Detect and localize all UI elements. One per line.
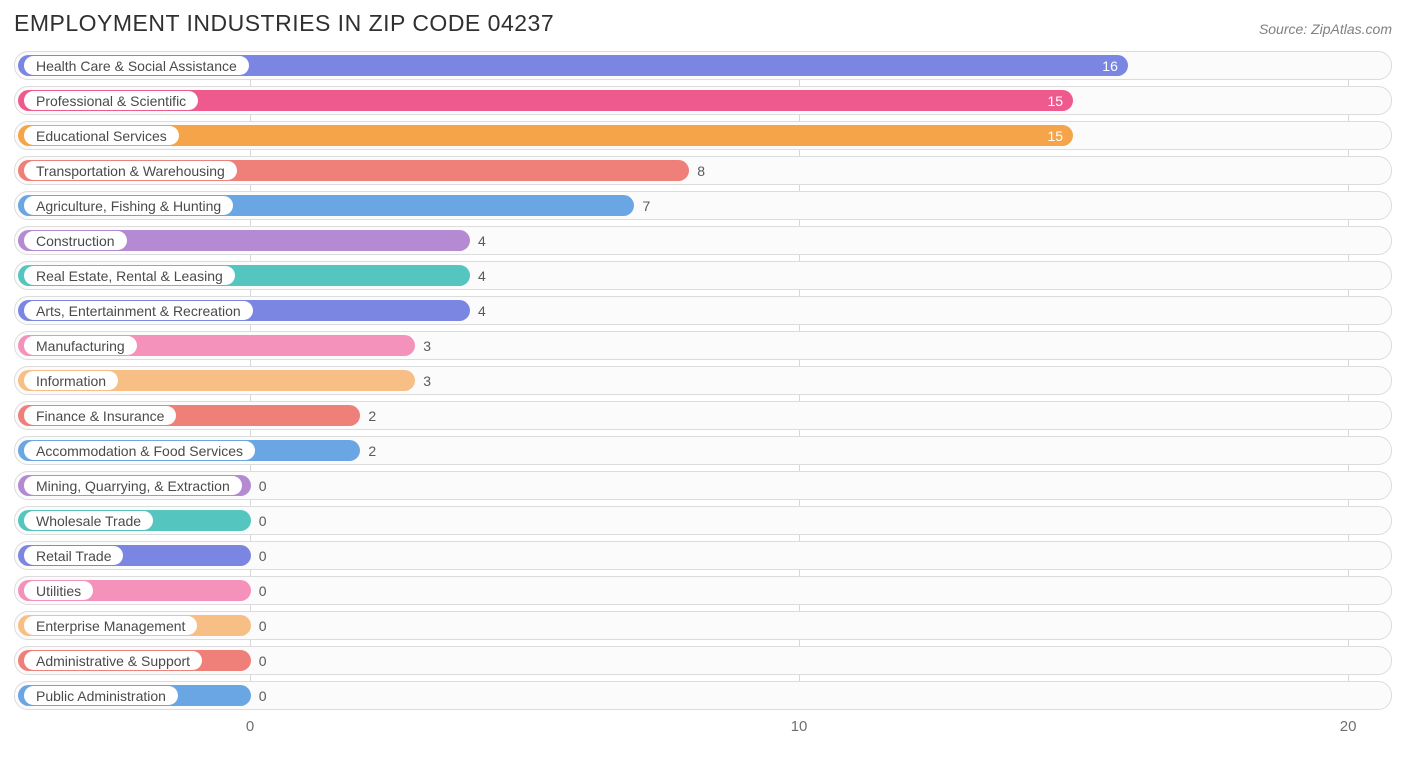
bar-row: Transportation & Warehousing 8 <box>14 156 1392 185</box>
x-axis: 0 10 20 <box>14 716 1392 740</box>
bar-category-label: Transportation & Warehousing <box>24 161 237 180</box>
bar-value-label: 4 <box>478 233 486 249</box>
bar-category-label: Manufacturing <box>24 336 137 355</box>
bar-category-label: Construction <box>24 231 127 250</box>
bar-value-label: 3 <box>423 373 431 389</box>
bar-value-label: 2 <box>368 408 376 424</box>
bar-row: Real Estate, Rental & Leasing 4 <box>14 261 1392 290</box>
bar-value-label: 0 <box>259 653 267 669</box>
bar-value-label: 16 <box>1102 58 1118 74</box>
bar-category-label: Administrative & Support <box>24 651 202 670</box>
bar-value-label: 0 <box>259 688 267 704</box>
bar-value-label: 0 <box>259 513 267 529</box>
bar-row: Arts, Entertainment & Recreation 4 <box>14 296 1392 325</box>
bar-row: 15 Educational Services <box>14 121 1392 150</box>
bar-row: Accommodation & Food Services 2 <box>14 436 1392 465</box>
bar-row: Public Administration 0 <box>14 681 1392 710</box>
bar-category-label: Health Care & Social Assistance <box>24 56 249 75</box>
bar-value-label: 15 <box>1047 93 1063 109</box>
bar-value-label: 4 <box>478 268 486 284</box>
bar-value-label: 2 <box>368 443 376 459</box>
bar-category-label: Professional & Scientific <box>24 91 198 110</box>
bar-category-label: Mining, Quarrying, & Extraction <box>24 476 242 495</box>
bar-row: 16 Health Care & Social Assistance <box>14 51 1392 80</box>
bar-category-label: Enterprise Management <box>24 616 197 635</box>
bar-category-label: Educational Services <box>24 126 179 145</box>
bar-value-label: 3 <box>423 338 431 354</box>
bar-value-label: 0 <box>259 548 267 564</box>
bar-category-label: Retail Trade <box>24 546 123 565</box>
x-tick-label: 0 <box>246 718 254 735</box>
chart-header: EMPLOYMENT INDUSTRIES IN ZIP CODE 04237 … <box>14 10 1392 37</box>
bar-value-label: 0 <box>259 478 267 494</box>
bar-value-label: 0 <box>259 583 267 599</box>
bar-value-label: 0 <box>259 618 267 634</box>
bar-row: Mining, Quarrying, & Extraction 0 <box>14 471 1392 500</box>
bar-value-label: 7 <box>642 198 650 214</box>
chart-container: EMPLOYMENT INDUSTRIES IN ZIP CODE 04237 … <box>0 0 1406 770</box>
plot-area: 16 Health Care & Social Assistance 15 Profe… <box>14 51 1392 740</box>
chart-title: EMPLOYMENT INDUSTRIES IN ZIP CODE 04237 <box>14 10 554 37</box>
bar-row: Utilities 0 <box>14 576 1392 605</box>
bar-category-label: Accommodation & Food Services <box>24 441 255 460</box>
bar-row: 15 Professional & Scientific <box>14 86 1392 115</box>
bar-category-label: Information <box>24 371 118 390</box>
bar-category-label: Finance & Insurance <box>24 406 176 425</box>
chart-source: Source: ZipAtlas.com <box>1259 21 1392 37</box>
bar-category-label: Public Administration <box>24 686 178 705</box>
bar-rows: 16 Health Care & Social Assistance 15 Profe… <box>14 51 1392 710</box>
bar-row: Information 3 <box>14 366 1392 395</box>
x-tick-label: 20 <box>1340 718 1357 735</box>
bar-row: Manufacturing 3 <box>14 331 1392 360</box>
bar-value-label: 15 <box>1047 128 1063 144</box>
bar-row: Administrative & Support 0 <box>14 646 1392 675</box>
bar-category-label: Real Estate, Rental & Leasing <box>24 266 235 285</box>
bar-row: Agriculture, Fishing & Hunting 7 <box>14 191 1392 220</box>
bar-value-label: 4 <box>478 303 486 319</box>
bar-row: Wholesale Trade 0 <box>14 506 1392 535</box>
bar-category-label: Agriculture, Fishing & Hunting <box>24 196 233 215</box>
bar-category-label: Wholesale Trade <box>24 511 153 530</box>
bar-category-label: Arts, Entertainment & Recreation <box>24 301 253 320</box>
x-tick-label: 10 <box>791 718 808 735</box>
bar-row: Enterprise Management 0 <box>14 611 1392 640</box>
bar-row: Retail Trade 0 <box>14 541 1392 570</box>
bar-row: Finance & Insurance 2 <box>14 401 1392 430</box>
bar-value-label: 8 <box>697 163 705 179</box>
bar-category-label: Utilities <box>24 581 93 600</box>
bar-row: Construction 4 <box>14 226 1392 255</box>
